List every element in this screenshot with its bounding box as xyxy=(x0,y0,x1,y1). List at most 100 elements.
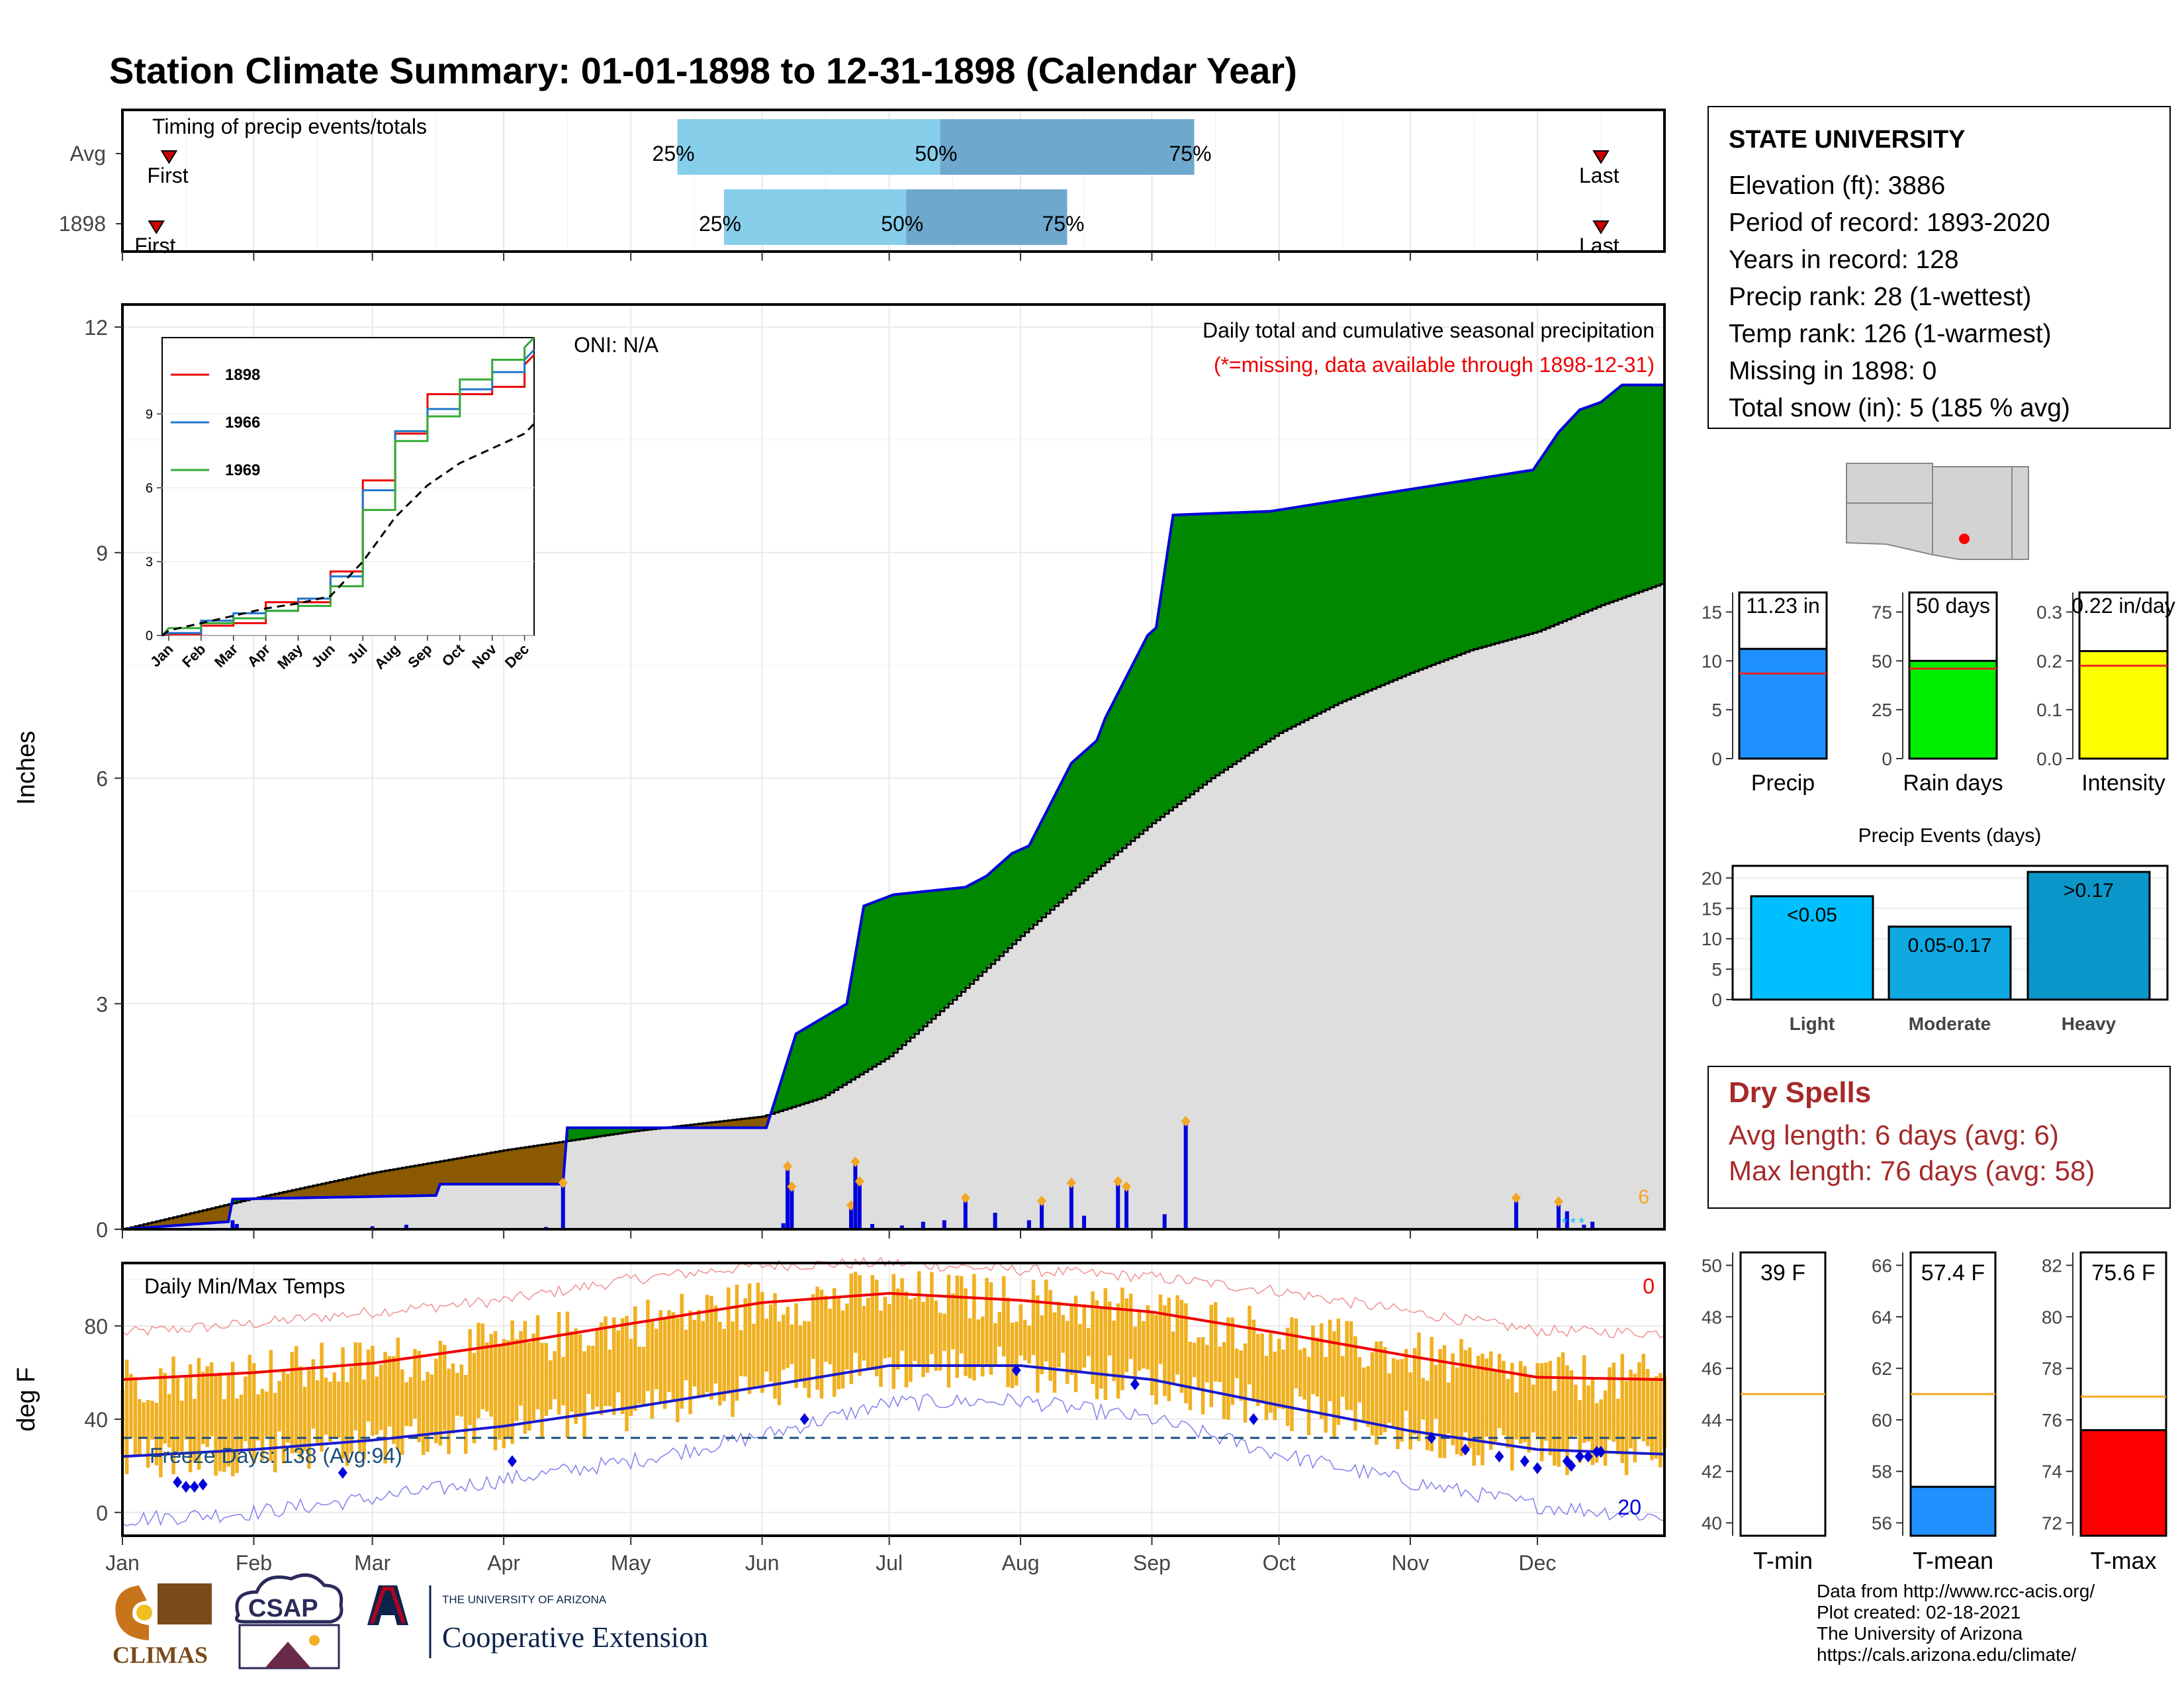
departure-fill xyxy=(1512,472,1517,639)
departure-fill xyxy=(990,867,996,965)
departure-fill xyxy=(1274,509,1279,737)
departure-fill xyxy=(1198,513,1203,789)
precip-event-bar-label: 0.05-0.17 xyxy=(1908,935,1992,957)
daily-temp-bar xyxy=(290,1352,295,1454)
departure-fill xyxy=(406,1166,411,1197)
departure-fill xyxy=(1117,684,1123,853)
daily-temp-bar xyxy=(1091,1291,1095,1384)
daily-temp-bar xyxy=(1057,1301,1061,1368)
average-cumulative-line xyxy=(122,583,1666,1231)
daily-temp-bar xyxy=(438,1340,443,1446)
daily-temp-bar xyxy=(803,1321,807,1388)
daily-precip-bar xyxy=(921,1221,925,1229)
ua-small-text: THE UNIVERSITY OF ARIZONA xyxy=(442,1593,607,1606)
heavy-event-marker xyxy=(558,1177,568,1188)
departure-fill xyxy=(376,1171,381,1197)
temp-panel: 0 40 80 Jan Feb Mar Apr May Jun Jul Aug Sep Oct Nov De… xyxy=(13,1256,1666,1575)
daily-temp-bar xyxy=(404,1382,408,1427)
heavy-event-marker xyxy=(1511,1192,1521,1203)
climas-text: CLIMAS xyxy=(113,1642,208,1668)
heavy-event-marker xyxy=(850,1156,860,1168)
departure-fill xyxy=(1075,755,1081,888)
daily-temp-bar xyxy=(447,1368,451,1454)
daily-temp-bar xyxy=(853,1272,858,1353)
daily-temp-bar xyxy=(773,1293,777,1399)
daily-temp-bar xyxy=(477,1323,480,1419)
daily-temp-bar xyxy=(832,1288,837,1397)
daily-temp-bar xyxy=(426,1372,430,1452)
departure-fill xyxy=(1503,473,1508,641)
daily-temp-bar xyxy=(980,1316,985,1377)
departure-fill xyxy=(1625,385,1631,597)
departure-fill xyxy=(939,889,945,1012)
daily-temp-bar xyxy=(1582,1355,1586,1443)
daily-temp-bar xyxy=(599,1322,604,1415)
daily-temp-bar xyxy=(680,1293,684,1409)
daily-temp-bar xyxy=(1578,1400,1582,1463)
daily-temp-bar xyxy=(1447,1382,1451,1434)
departure-fill xyxy=(1634,385,1640,594)
departure-fill xyxy=(1279,508,1284,734)
timing-bar-50-75 xyxy=(940,119,1195,175)
departure-fill xyxy=(486,1152,492,1185)
daily-precip-bar xyxy=(1556,1203,1561,1229)
summary-ytick-label: 25 xyxy=(1872,700,1892,720)
daily-temp-bar xyxy=(1400,1359,1404,1442)
departure-fill xyxy=(863,904,869,1073)
month-label: Mar xyxy=(354,1551,390,1575)
month-label: Jul xyxy=(876,1551,903,1575)
daily-temp-bar xyxy=(1497,1354,1502,1429)
tempbar-bar xyxy=(1909,1485,1997,1537)
heavy-event-marker xyxy=(960,1192,970,1203)
daily-temp-bar xyxy=(205,1366,210,1448)
departure-fill xyxy=(1520,471,1525,637)
timing-p50-label: 50% xyxy=(881,212,923,236)
departure-fill xyxy=(931,890,936,1020)
departure-fill xyxy=(529,1145,534,1185)
departure-fill xyxy=(1604,395,1610,604)
daily-temp-bar xyxy=(887,1303,891,1358)
departure-fill xyxy=(1346,498,1351,700)
departure-fill xyxy=(1265,510,1271,743)
temperature-bar-charts: 40 42 44 46 48 50 39 F T-min 56 58 60 62 64 66 57.4 F T… xyxy=(1702,1251,2167,1574)
daily-temp-bar xyxy=(891,1274,895,1389)
daily-temp-bar xyxy=(371,1346,375,1436)
departure-fill xyxy=(1338,499,1343,704)
daily-temp-bar xyxy=(1659,1373,1662,1468)
daily-temp-bar xyxy=(1023,1319,1027,1361)
departure-fill xyxy=(1113,692,1118,856)
departure-fill xyxy=(817,1018,822,1100)
month-label: Nov xyxy=(1391,1551,1429,1575)
daily-temp-bar xyxy=(586,1345,591,1394)
daily-temp-bar xyxy=(641,1346,646,1405)
daily-precip-bar xyxy=(1082,1215,1087,1229)
timing-bar-25-50 xyxy=(677,119,940,175)
departure-fill xyxy=(1291,506,1297,727)
month-label: Dec xyxy=(1519,1551,1557,1575)
inset-legend-label: 1966 xyxy=(225,414,260,432)
daily-temp-bar xyxy=(1239,1350,1243,1401)
page-title: Station Climate Summary: 01-01-1898 to 1… xyxy=(109,50,1297,91)
departure-fill xyxy=(1643,385,1648,591)
departure-fill xyxy=(1300,505,1305,723)
departure-fill xyxy=(1410,488,1415,674)
departure-fill xyxy=(1244,512,1250,757)
daily-temp-bar xyxy=(506,1340,510,1438)
departure-fill xyxy=(372,1172,377,1197)
record-low-marker xyxy=(1011,1364,1021,1376)
daily-temp-bar xyxy=(201,1372,205,1444)
departure-fill xyxy=(533,1145,538,1185)
daily-temp-bar xyxy=(841,1310,845,1389)
departure-fill xyxy=(1545,444,1551,629)
daily-temp-bar xyxy=(1205,1344,1209,1383)
departure-fill xyxy=(1575,408,1580,616)
departure-fill xyxy=(579,1127,585,1140)
daily-temp-bar xyxy=(408,1377,413,1427)
credits: Data from http://www.rcc-acis.org/ Plot … xyxy=(1817,1581,2095,1665)
month-label: May xyxy=(611,1551,651,1575)
departure-fill xyxy=(1096,729,1102,870)
daily-temp-bar xyxy=(1523,1366,1527,1442)
daily-temp-bar xyxy=(1455,1367,1459,1454)
credit-line: Plot created: 02-18-2021 xyxy=(1817,1602,2021,1622)
departure-fill xyxy=(884,896,890,1060)
